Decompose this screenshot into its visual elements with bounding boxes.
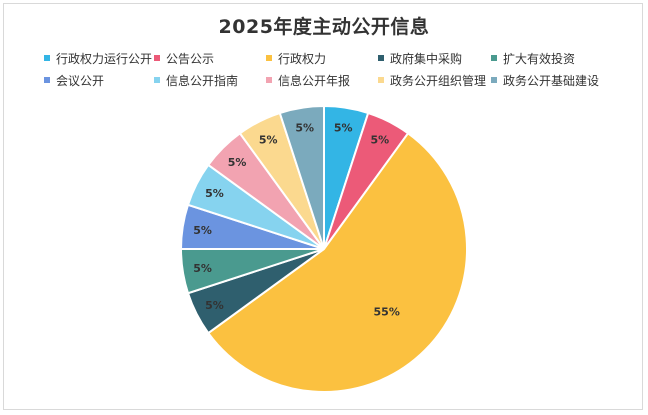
legend-item[interactable]: 行政权力运行公开 <box>44 50 154 66</box>
slice-data-label: 5% <box>259 133 278 146</box>
legend-item[interactable]: 政务公开组织管理 <box>378 72 491 88</box>
legend-swatch <box>378 77 384 83</box>
legend-swatch <box>154 77 160 83</box>
slice-data-label: 5% <box>205 299 224 312</box>
legend-item[interactable]: 政府集中采购 <box>378 50 491 66</box>
legend-swatch <box>266 55 272 61</box>
legend-swatch <box>266 77 272 83</box>
legend-label: 政务公开基础建设 <box>503 73 600 88</box>
pie-slice[interactable] <box>278 104 325 250</box>
slice-data-label: 5% <box>205 187 224 200</box>
legend-swatch <box>44 55 50 61</box>
slice-data-label: 5% <box>193 262 212 275</box>
slice-data-label: 5% <box>228 156 247 169</box>
legend-item[interactable]: 会议公开 <box>44 72 154 88</box>
chart-title: 2025年度主动公开信息 <box>218 16 430 38</box>
legend-item[interactable]: 行政权力 <box>266 50 378 66</box>
legend-label: 行政权力 <box>278 51 327 66</box>
legend-swatch <box>491 77 497 83</box>
legend-label: 信息公开年报 <box>278 73 351 88</box>
legend-label: 信息公开指南 <box>166 73 239 88</box>
slice-data-label: 5% <box>370 133 389 146</box>
legend-item[interactable]: 信息公开指南 <box>154 72 266 88</box>
legend-label: 公告公示 <box>166 51 215 66</box>
legend-swatch <box>154 55 160 61</box>
legend-label: 会议公开 <box>56 73 105 88</box>
slice-data-label: 5% <box>295 122 314 135</box>
legend-swatch <box>378 55 384 61</box>
slice-data-label: 55% <box>374 306 400 319</box>
pie-slice[interactable] <box>206 131 468 393</box>
legend-swatch <box>44 77 50 83</box>
legend-label: 政府集中采购 <box>390 51 463 66</box>
legend-label: 扩大有效投资 <box>503 51 576 66</box>
legend-item[interactable]: 政务公开基础建设 <box>491 72 611 88</box>
legend-item[interactable]: 信息公开年报 <box>266 72 378 88</box>
legend-label: 行政权力运行公开 <box>56 51 153 66</box>
legend-label: 政务公开组织管理 <box>390 73 487 88</box>
chart-legend: 行政权力运行公开 公告公示 行政权力 政府集中采购 扩大有效投资会议公开 信息公开指南 信息… <box>44 50 624 88</box>
legend-item[interactable]: 扩大有效投资 <box>491 50 611 66</box>
slice-data-label: 5% <box>193 224 212 237</box>
legend-swatch <box>491 55 497 61</box>
slice-data-label: 5% <box>334 122 353 135</box>
legend-item[interactable]: 公告公示 <box>154 50 266 66</box>
